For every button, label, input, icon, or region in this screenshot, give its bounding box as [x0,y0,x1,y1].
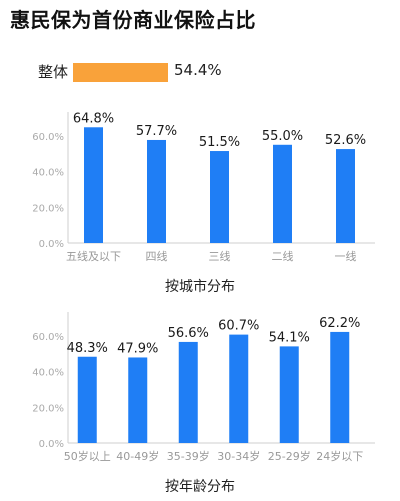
y-tick-label: 40.0% [32,168,64,179]
y-tick-label: 60.0% [32,332,64,343]
age-chart-title: 按年龄分布 [165,479,235,495]
bar-value-label: 60.7% [218,319,259,334]
y-tick-label: 40.0% [32,368,64,379]
overall-value: 54.4% [174,61,222,79]
x-tick-label: 25-29岁 [268,449,311,463]
bar-value-label: 48.3% [67,341,108,356]
city-chart-title: 按城市分布 [165,279,235,295]
bar-value-label: 52.6% [325,133,366,148]
x-tick-label: 24岁以下 [316,449,363,463]
bar-value-label: 47.9% [117,341,158,356]
x-tick-label: 五线及以下 [66,249,121,263]
bar [273,144,292,243]
y-tick-label: 60.0% [32,132,64,143]
bar-value-label: 51.5% [199,135,240,150]
bar [229,334,249,443]
y-tick-label: 20.0% [32,203,64,214]
bar [210,151,229,243]
bar-value-label: 64.8% [73,111,114,126]
y-tick-label: 0.0% [39,239,64,250]
bar-value-label: 57.7% [136,124,177,139]
x-tick-label: 50岁以上 [64,449,111,463]
city-bar-chart: 0.0% 20.0% 40.0% 60.0% 64.8% 五线及以下 57.7% 四线 51.5… [32,111,375,263]
x-tick-label: 40-49岁 [116,449,159,463]
overall-bar [73,63,168,82]
x-tick-label: 30-34岁 [217,449,260,463]
page-title: 惠民保为首份商业保险占比 [10,8,256,32]
bar [84,127,103,243]
overall-label: 整体 [38,63,69,81]
bar [77,356,97,443]
x-tick-label: 四线 [146,249,168,263]
bar [330,331,350,443]
bar [178,341,198,443]
bar-value-label: 62.2% [319,316,360,331]
x-tick-label: 二线 [272,249,294,263]
bar [128,357,148,443]
bar-value-label: 54.1% [269,330,310,345]
bar [279,346,299,443]
y-tick-label: 20.0% [32,403,64,414]
age-bar-chart: 0.0% 20.0% 40.0% 60.0%48.3% 50岁以上 47.9% 40-49岁… [32,312,375,463]
x-tick-label: 三线 [209,249,231,263]
bar [336,149,355,243]
y-tick-label: 0.0% [39,439,64,450]
bar [147,139,166,243]
bar-value-label: 55.0% [262,129,303,144]
x-tick-label: 35-39岁 [167,449,210,463]
bar-value-label: 56.6% [168,326,209,341]
x-tick-label: 一线 [335,249,357,263]
